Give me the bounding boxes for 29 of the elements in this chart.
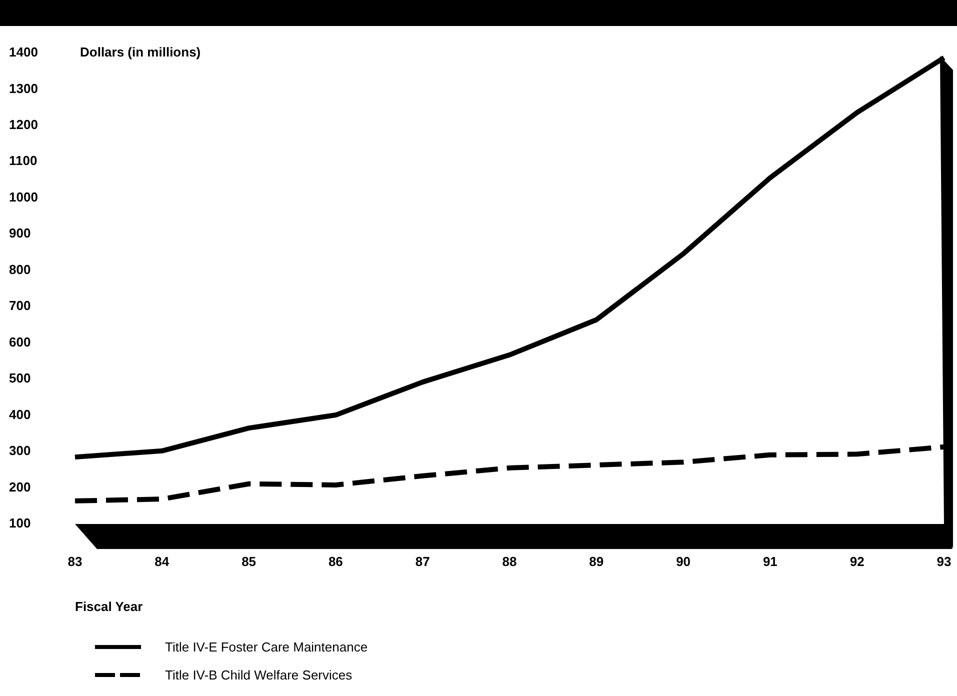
- y-tick-label: 1100: [9, 153, 38, 168]
- y-tick-label: 1300: [9, 80, 38, 96]
- x-tick-label: 86: [328, 554, 343, 569]
- y-tick-label: 1400: [9, 44, 38, 60]
- y-axis-title: Dollars (in millions): [80, 44, 201, 60]
- y-tick-label: 1000: [9, 189, 38, 204]
- y-tick-label: 1200: [9, 117, 38, 132]
- y-tick-label: 600: [9, 334, 31, 350]
- x-tick-label: 92: [850, 554, 864, 569]
- x-tick-label: 90: [676, 554, 691, 569]
- x-tick-label: 83: [68, 554, 82, 569]
- y-tick-label: 500: [9, 370, 31, 386]
- x-axis-title: Fiscal Year: [75, 599, 143, 614]
- y-tick-label: 100: [9, 516, 31, 531]
- y-tick-label: 200: [9, 479, 31, 494]
- x-tick-label: 84: [154, 554, 170, 569]
- legend-label: Title IV-E Foster Care Maintenance: [165, 640, 368, 655]
- x-tick-label: 89: [589, 554, 604, 569]
- y-tick-label: 800: [9, 262, 31, 277]
- x-tick-label: 87: [415, 554, 430, 569]
- x-tick-label: 93: [936, 554, 952, 569]
- legend-label: Title IV-B Child Welfare Services: [165, 668, 353, 683]
- y-tick-label: 400: [9, 406, 31, 422]
- x-tick-label: 88: [502, 554, 517, 569]
- x-tick-label: 91: [762, 554, 778, 569]
- y-tick-label: 300: [9, 443, 31, 458]
- x-tick-label: 85: [242, 554, 256, 569]
- y-tick-label: 900: [9, 226, 31, 241]
- y-tick-label: 700: [9, 298, 31, 314]
